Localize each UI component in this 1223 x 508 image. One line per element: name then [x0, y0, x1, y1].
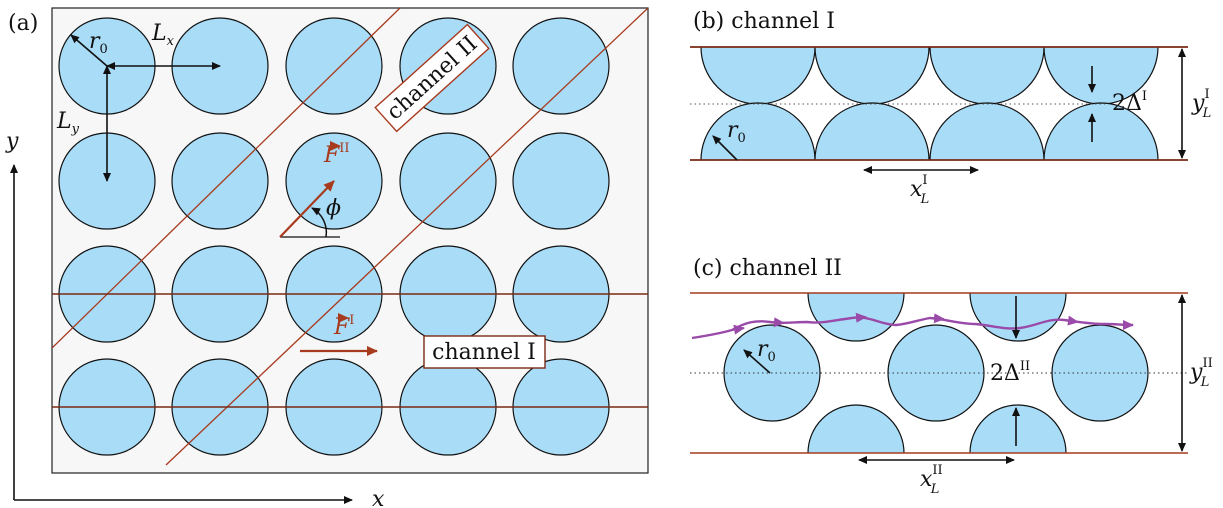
b-bottom-half-disk-3: [929, 102, 1045, 160]
r0-label: r0: [89, 29, 108, 57]
trajectory-arrow-5: [1063, 315, 1079, 326]
obstacle-disk-r2c5: [512, 132, 610, 230]
phi-angle-arc: [311, 207, 328, 238]
trajectory-arrow-1: [731, 324, 745, 335]
b-top-half-disk-3: [929, 47, 1045, 105]
panel-a: (a) r0 Lx Ly channel II ϕ FII FI: [5, 7, 649, 508]
trajectory-arrow-3: [851, 312, 867, 323]
x-axis-label: x: [372, 487, 385, 508]
b-xl-label: xI L: [910, 173, 929, 207]
b-bottom-half-disk-1: [700, 102, 816, 160]
y-axis-label: y: [5, 129, 19, 154]
b-r0-label: r0: [727, 118, 746, 146]
c-bottom-half-disk-2: [969, 404, 1067, 453]
ly-label: Ly: [56, 109, 80, 137]
c-xl-label: xII L: [920, 463, 943, 497]
c-yl-label: yII L: [1189, 356, 1213, 390]
trajectory-arrow-4: [929, 313, 945, 324]
force-ii-arrow: [279, 180, 335, 238]
phi-label: ϕ: [326, 196, 341, 221]
r0-radius-arrow: [70, 34, 108, 67]
b-top-half-disk-4: [1043, 47, 1159, 105]
lx-label: Lx: [151, 21, 175, 49]
panel-b-title: (b) channel I: [693, 9, 835, 34]
b-bottom-half-disk-4: [1043, 102, 1159, 160]
panel-c: (c) channel II r0 2ΔII yII L xII L: [690, 256, 1213, 497]
channel-i-half-disks: [700, 47, 1159, 160]
c-top-half-disk-2: [969, 293, 1067, 342]
c-r0-arrow: [743, 349, 771, 374]
c-r0-label: r0: [757, 337, 776, 365]
c-delta-label: 2ΔII: [990, 359, 1030, 386]
panel-a-tag: (a): [8, 11, 38, 36]
b-r0-arrow: [712, 135, 738, 161]
channel-ii-label-frame: [374, 23, 490, 133]
b-delta-label: 2ΔI: [1112, 89, 1147, 116]
obstacle-disk-r1c5: [512, 17, 610, 115]
channel-ii-lines: [52, 8, 648, 466]
c-bottom-half-disk-1: [807, 404, 905, 453]
obstacle-disk-r2c2: [171, 132, 269, 230]
obstacle-disk-r2c4: [399, 132, 497, 230]
channel-ii-lower-line: [165, 8, 648, 466]
obstacle-disk-r1c3: [285, 17, 383, 115]
b-bottom-half-disk-2: [814, 102, 930, 160]
b-yl-label: yI L: [1191, 87, 1211, 121]
trajectory-arrow-2: [769, 317, 785, 328]
channel-i-label: channel I: [432, 340, 536, 365]
channel-ii-disks: [723, 293, 1149, 453]
panel-c-title: (c) channel II: [693, 256, 842, 281]
channel-i-label-frame: [423, 335, 546, 369]
panel-b: (b) channel I r0 2ΔI yI L xI L: [690, 9, 1211, 207]
channel-ii-upper-line: [52, 8, 401, 349]
